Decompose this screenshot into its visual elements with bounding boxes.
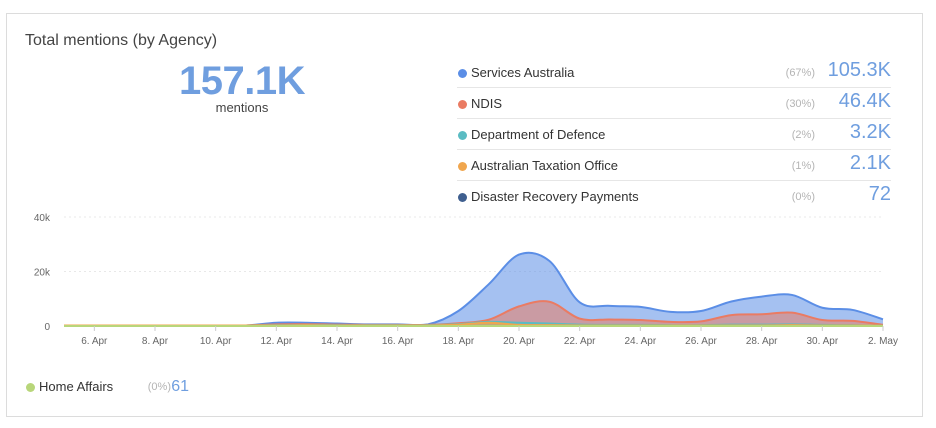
legend-dot-icon	[458, 100, 467, 109]
x-tick-label: 28. Apr	[746, 336, 778, 347]
legend-percent: (2%)	[791, 129, 815, 141]
x-tick-label: 14. Apr	[321, 336, 353, 347]
legend-name: Services Australia	[471, 65, 575, 80]
legend-dot-icon	[458, 193, 467, 202]
legend-item-department-of-defence[interactable]: Department of Defence (2%) 3.2K	[457, 120, 891, 150]
y-tick-label: 40k	[34, 213, 51, 224]
x-tick-label: 16. Apr	[382, 336, 414, 347]
x-tick-label: 8. Apr	[142, 336, 169, 347]
y-axis: 0 20k 40k	[34, 213, 51, 333]
legend-percent: (0%)	[147, 381, 171, 393]
legend-value: 61	[171, 378, 189, 395]
x-tick-label: 24. Apr	[624, 336, 656, 347]
legend-value: 46.4K	[838, 90, 891, 112]
chart-card: Total mentions (by Agency) 157.1K mentio…	[6, 13, 923, 417]
legend-item-services-australia[interactable]: Services Australia (67%) 105.3K	[457, 58, 891, 88]
x-tick-label: 10. Apr	[200, 336, 232, 347]
total-value: 157.1K	[179, 59, 305, 103]
card-title: Total mentions (by Agency)	[25, 32, 218, 49]
legend-name: Department of Defence	[471, 127, 606, 142]
agency-legend: Services Australia (67%) 105.3K NDIS (30…	[457, 58, 891, 212]
legend-value: 72	[868, 183, 891, 205]
x-tick-label: 22. Apr	[564, 336, 596, 347]
legend-name: Disaster Recovery Payments	[471, 189, 639, 204]
chart-areas	[64, 251, 884, 327]
total-label: mentions	[215, 100, 269, 115]
legend-dot-icon	[458, 162, 467, 171]
y-tick-label: 20k	[34, 268, 51, 279]
y-tick-label: 0	[44, 322, 50, 333]
x-tick-label: 6. Apr	[81, 336, 108, 347]
legend-item-ndis[interactable]: NDIS (30%) 46.4K	[457, 89, 891, 119]
legend-item-australian-taxation-office[interactable]: Australian Taxation Office (1%) 2.1K	[457, 151, 891, 181]
x-tick-label: 26. Apr	[685, 336, 717, 347]
legend-dot-icon	[458, 131, 467, 140]
legend-name: NDIS	[471, 96, 503, 111]
legend-percent: (30%)	[785, 98, 815, 110]
legend-percent: (0%)	[791, 191, 815, 203]
x-tick-label: 30. Apr	[806, 336, 838, 347]
legend-name: Home Affairs	[39, 379, 114, 394]
total-summary: 157.1K mentions	[147, 58, 337, 115]
legend-value: 2.1K	[849, 152, 891, 174]
legend-item-disaster-recovery-payments[interactable]: Disaster Recovery Payments (0%) 72	[457, 182, 891, 211]
legend-dot-icon	[26, 383, 35, 392]
x-tick-label: 20. Apr	[503, 336, 535, 347]
legend-percent: (67%)	[785, 67, 815, 79]
legend-item-home-affairs[interactable]: Home Affairs (0%) 61	[25, 378, 195, 398]
x-tick-label: 18. Apr	[442, 336, 474, 347]
legend-percent: (1%)	[791, 160, 815, 172]
legend-name: Australian Taxation Office	[471, 158, 618, 173]
x-tick-label: 2. May	[868, 336, 898, 347]
legend-value: 105.3K	[827, 59, 891, 81]
legend-value: 3.2K	[849, 121, 891, 143]
x-tick-label: 12. Apr	[260, 336, 292, 347]
x-axis: 6. Apr 8. Apr 10. Apr 12. Apr 14. Apr 16. Apr…	[81, 326, 898, 347]
legend-dot-icon	[458, 69, 467, 78]
